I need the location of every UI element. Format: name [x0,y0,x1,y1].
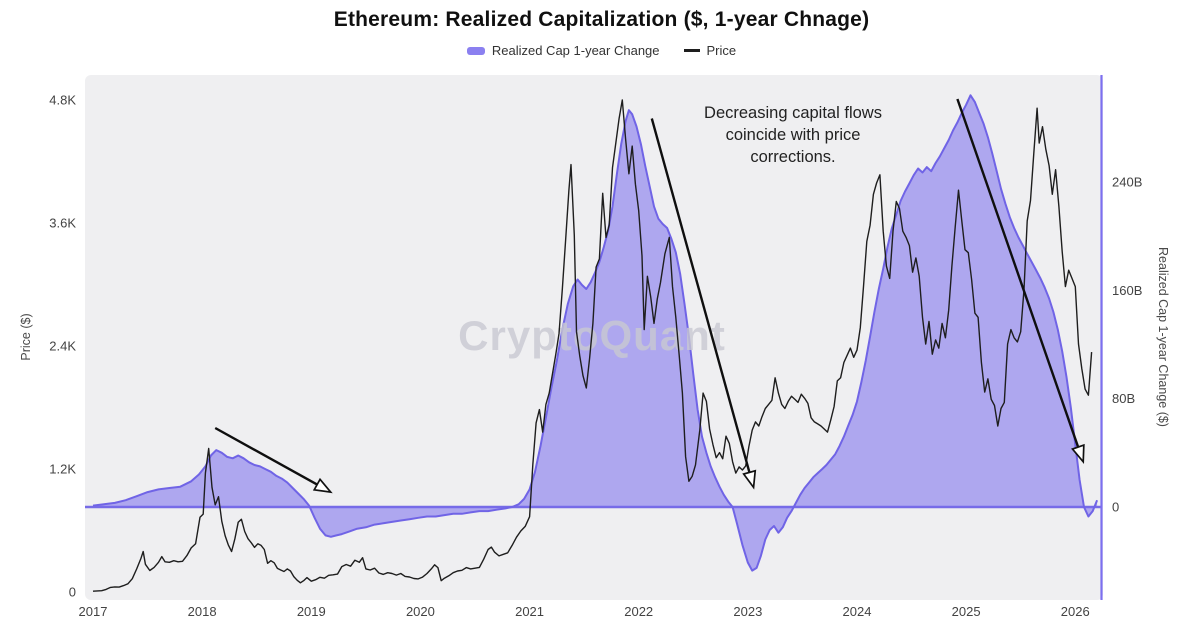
axes-group: 0 1.2K 2.4K 3.6K 4.8K 0 80B 160B 240B 2017 2018 201… [49,75,1142,619]
x-axis-tick: 2021 [515,604,544,619]
legend-label-price: Price [706,43,737,58]
x-axis-tick: 2019 [297,604,326,619]
x-axis-tick: 2018 [188,604,217,619]
legend-label-realized-cap: Realized Cap 1-year Change [491,43,660,58]
left-axis-tick: 2.4K [49,339,76,354]
legend: Realized Cap 1-year Change Price [0,43,1203,58]
left-axis-tick: 1.2K [49,462,76,477]
x-axis-tick: 2017 [79,604,108,619]
x-axis-tick: 2025 [952,604,981,619]
realized-cap-edge [92,94,1099,572]
right-axis-tick: 80B [1112,391,1135,406]
left-axis-title: Price ($) [19,313,33,360]
trend-arrow [214,426,333,494]
x-axis-tick: 2023 [733,604,762,619]
legend-marker-price [683,49,700,52]
legend-item-price[interactable]: Price [683,43,737,58]
left-axis-tick: 3.6K [49,216,76,231]
x-axis-tick: 2020 [406,604,435,619]
x-axis-tick: 2026 [1061,604,1090,619]
trend-arrow [956,98,1085,464]
price-line [92,99,1093,592]
price-series-group [92,99,1093,592]
left-axis-tick: 4.8K [49,93,76,108]
legend-item-realized-cap[interactable]: Realized Cap 1-year Change [466,43,660,58]
trend-arrow [650,118,757,490]
left-axis-tick: 0 [69,585,76,600]
arrow-annotations-group [214,98,1085,494]
realized-cap-series-group [85,94,1101,572]
right-axis-title: Realized Cap 1-year Change ($) [1156,247,1170,427]
right-axis-tick: 0 [1112,500,1119,515]
right-axis-tick: 160B [1112,283,1142,298]
legend-swatch-realized-cap [466,46,485,55]
realized-cap-area [93,95,1098,571]
chart-title: Ethereum: Realized Capitalization ($, 1-… [333,8,870,31]
x-axis-tick: 2022 [624,604,653,619]
right-axis-tick: 240B [1112,175,1142,190]
x-axis-tick: 2024 [843,604,872,619]
